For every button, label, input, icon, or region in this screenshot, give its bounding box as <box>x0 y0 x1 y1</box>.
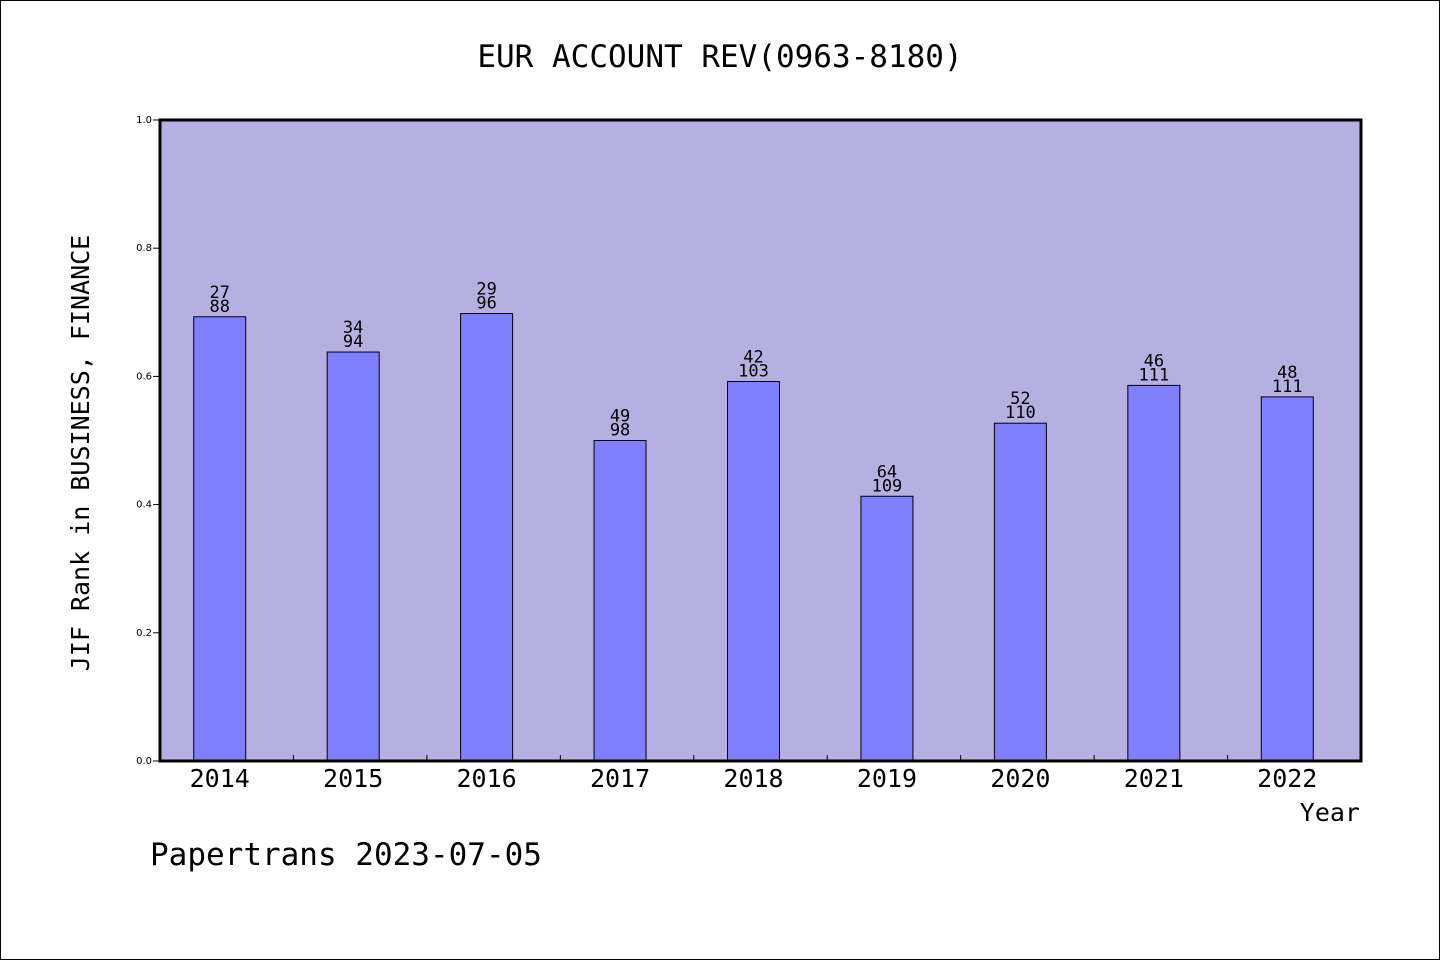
footer-credit: Papertrans 2023-07-05 <box>150 837 542 873</box>
bar-2014 <box>193 316 247 762</box>
x-tick-label: 2019 <box>857 764 917 793</box>
bar-total-label: 88 <box>209 297 229 317</box>
x-axis-label: Year <box>1300 798 1360 827</box>
bar-rank-label: 42 <box>743 348 763 368</box>
x-tick-label: 2021 <box>1124 764 1184 793</box>
x-tick-label: 2017 <box>590 764 650 793</box>
y-tick-label: 0.2 <box>136 628 152 639</box>
bar-total-label: 94 <box>343 332 363 352</box>
bar-2017 <box>593 440 647 762</box>
bar-2021 <box>1127 384 1181 762</box>
x-tick-label: 2014 <box>190 764 250 793</box>
y-tick-label: 0.8 <box>136 243 152 254</box>
bar-rank-label: 46 <box>1144 351 1164 371</box>
bar-rank-label: 48 <box>1277 363 1297 383</box>
chart-title: EUR ACCOUNT REV(0963-8180) <box>477 39 962 75</box>
x-tick-label: 2015 <box>323 764 383 793</box>
plot-frame <box>158 118 1363 763</box>
y-tick-label: 1.0 <box>136 115 152 126</box>
bar-2018 <box>727 381 780 762</box>
bar-rank-label: 49 <box>610 407 630 427</box>
bar-total-label: 103 <box>738 362 769 382</box>
bar-total-label: 111 <box>1138 365 1169 385</box>
bar-total-label: 98 <box>610 421 630 441</box>
bar-rank-label: 52 <box>1010 389 1030 409</box>
bar-rank-label: 27 <box>209 283 229 303</box>
y-tick-label: 0.0 <box>136 756 152 767</box>
bar-2015 <box>326 351 380 762</box>
bar-total-label: 110 <box>1005 403 1036 423</box>
y-tick-label: 0.4 <box>136 500 152 511</box>
bar-rank-label: 64 <box>877 462 897 482</box>
bar-2020 <box>993 422 1047 762</box>
bar-2022 <box>1260 396 1314 762</box>
bar-total-label: 109 <box>872 476 903 496</box>
y-axis-label: JIF Rank in BUSINESS, FINANCE <box>66 235 95 672</box>
bar-total-label: 96 <box>476 294 496 314</box>
x-tick-label: 2016 <box>457 764 517 793</box>
bar-2016 <box>460 313 514 762</box>
bar-2019 <box>860 495 914 762</box>
y-tick-label: 0.6 <box>136 371 152 382</box>
x-tick-label: 2018 <box>723 764 783 793</box>
x-tick-label: 2020 <box>990 764 1050 793</box>
bar-rank-label: 29 <box>476 280 496 300</box>
bar-rank-label: 34 <box>343 318 363 338</box>
x-tick-label: 2022 <box>1257 764 1317 793</box>
bar-total-label: 111 <box>1272 377 1303 397</box>
